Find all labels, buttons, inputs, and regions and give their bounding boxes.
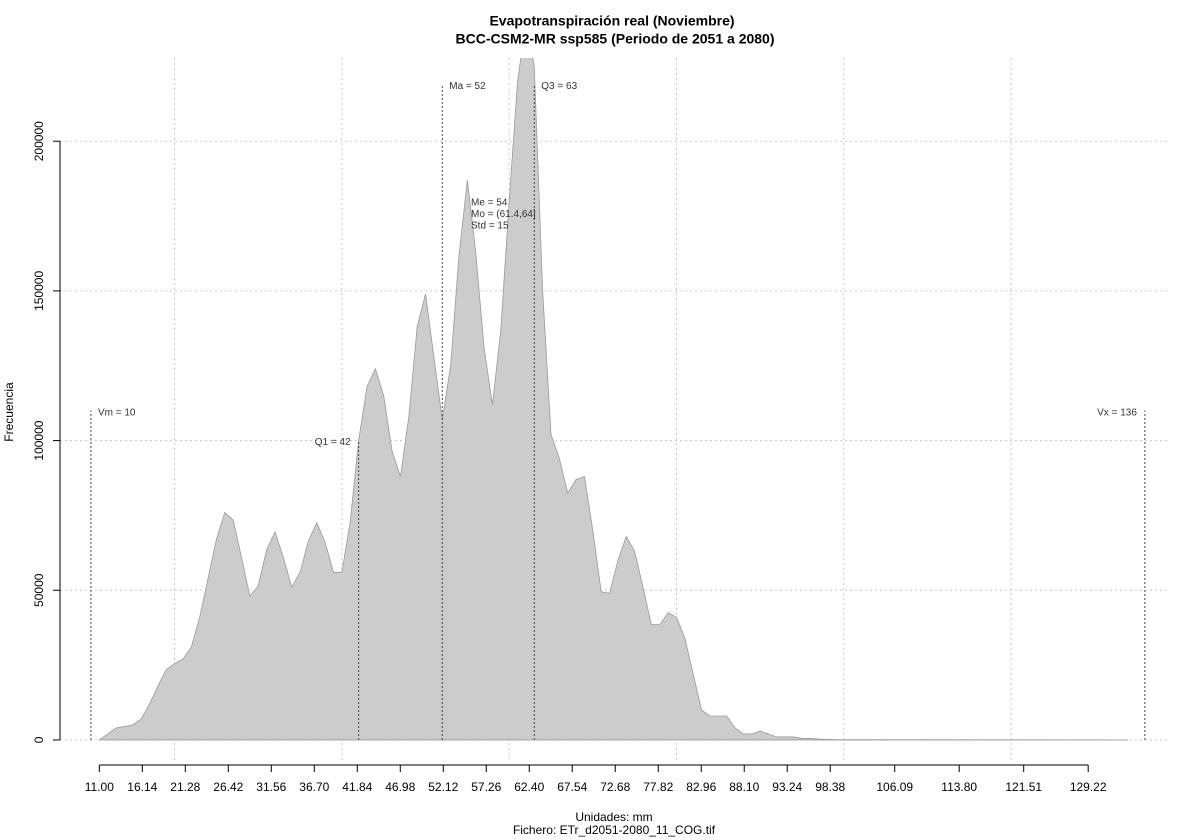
x-tick-label: 106.09 (876, 780, 913, 794)
y-tick-label: 0 (32, 736, 46, 743)
x-tick-label: 41.84 (342, 780, 372, 794)
x-tick-label: 26.42 (213, 780, 243, 794)
x-tick-label: 16.14 (127, 780, 157, 794)
x-tick-label: 121.51 (1005, 780, 1042, 794)
x-tick-label: 62.40 (514, 780, 544, 794)
annotation-label: Vm = 10 (98, 407, 136, 418)
caption: Fichero: ETr_d2051-2080_11_COG.tif (513, 823, 716, 837)
stats-label: Mo = (61.4,64] (471, 209, 536, 220)
y-tick-label: 200000 (32, 121, 46, 161)
x-tick-label: 82.96 (686, 780, 716, 794)
area (98, 58, 1129, 741)
chart-subtitle: BCC-CSM2-MR ssp585 (Periodo de 2051 a 20… (456, 31, 775, 47)
x-tick-label: 46.98 (385, 780, 415, 794)
x-tick-label: 57.26 (471, 780, 501, 794)
x-tick-label: 98.38 (815, 780, 845, 794)
x-tick-label: 31.56 (256, 780, 286, 794)
x-axis-label: Unidades: mm (575, 810, 652, 824)
stats-label: Std = 15 (471, 221, 509, 232)
x-tick-label: 11.00 (85, 780, 114, 794)
x-tick-label: 113.80 (941, 780, 977, 794)
y-tick-label: 50000 (32, 573, 46, 607)
chart-title: Evapotranspiración real (Noviembre) (489, 13, 734, 29)
annotation-label: Q3 = 63 (541, 81, 577, 92)
x-tick-label: 129.22 (1070, 780, 1107, 794)
annotation-label: Ma = 52 (449, 81, 486, 92)
x-tick-label: 67.54 (557, 780, 587, 794)
x-tick-label: 77.82 (643, 780, 673, 794)
x-tick-label: 88.10 (729, 780, 759, 794)
plot-area (98, 58, 1129, 741)
annotation-label: Vx = 136 (1097, 407, 1137, 418)
x-tick-label: 72.68 (600, 780, 630, 794)
y-tick-label: 150000 (32, 271, 46, 311)
annotation-label: Q1 = 42 (315, 437, 351, 448)
x-tick-label: 93.24 (772, 780, 802, 794)
x-tick-label: 36.70 (299, 780, 329, 794)
y-axis-label: Frecuencia (2, 382, 16, 442)
stats-label: Me = 54 (471, 198, 508, 209)
y-tick-label: 100000 (32, 420, 46, 460)
x-tick-label: 52.12 (428, 780, 458, 794)
x-tick-label: 21.28 (170, 780, 200, 794)
